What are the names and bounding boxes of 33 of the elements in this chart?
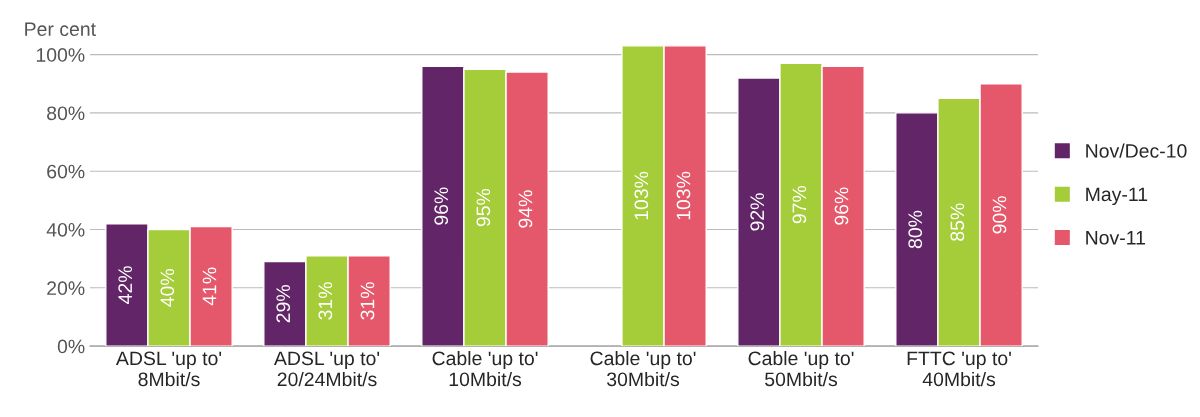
legend-label: May-11 (1086, 187, 1148, 206)
data-label: 80% (908, 210, 923, 249)
data-label: 96% (434, 187, 449, 225)
y-tick-label: 0% (57, 339, 85, 354)
x-tick-label: Cable 'up to' 10Mbit/s (432, 350, 538, 387)
y-tick-label: 40% (46, 222, 85, 237)
data-label: 42% (118, 266, 133, 304)
legend-label: Nov-11 (1086, 231, 1145, 245)
y-tick-label: 20% (47, 281, 85, 296)
data-label: 40% (160, 269, 175, 307)
data-label: 29% (276, 285, 291, 323)
data-label: 31% (318, 282, 333, 320)
x-tick-label: FTTC 'up to' 40Mbit/s (907, 351, 1011, 387)
data-label: 31% (360, 282, 375, 320)
legend-label: Nov/Dec-10 (1086, 143, 1187, 158)
data-label: 96% (834, 187, 849, 225)
x-tick-label: Cable 'up to' 50Mbit/s (748, 350, 854, 387)
y-axis-title: Per cent (25, 22, 96, 37)
y-tick-label: 100% (36, 48, 85, 62)
data-label: 103% (634, 171, 649, 220)
y-tick-label: 60% (47, 164, 85, 179)
data-label: 41% (202, 267, 217, 306)
data-label: 92% (750, 193, 765, 231)
y-tick-label: 80% (47, 106, 85, 121)
x-tick-label: Cable 'up to' 30Mbit/s (590, 350, 696, 387)
data-label: 95% (476, 188, 491, 227)
data-label: 97% (792, 185, 807, 224)
data-label: 103% (676, 171, 691, 220)
x-tick-label: ADSL 'up to' 8Mbit/s (115, 351, 222, 387)
data-label: 94% (518, 190, 533, 228)
data-label: 85% (950, 203, 965, 241)
data-label: 90% (992, 196, 1007, 234)
x-tick-label: ADSL 'up to' 20/24Mbit/s (273, 351, 380, 387)
